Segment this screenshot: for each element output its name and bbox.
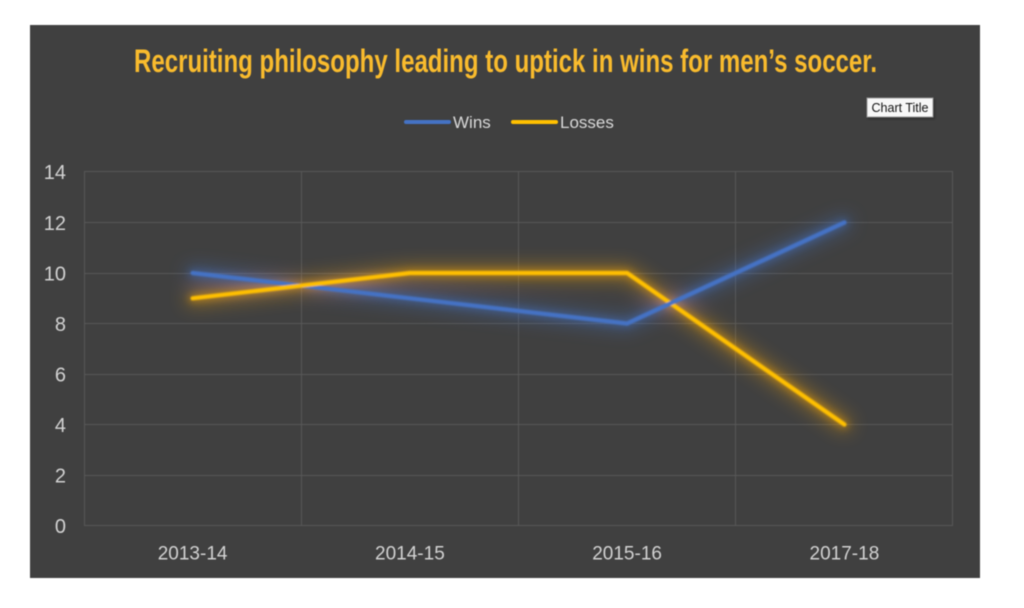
svg-text:6: 6 <box>55 364 66 386</box>
svg-text:Losses: Losses <box>560 113 614 132</box>
svg-text:10: 10 <box>44 263 66 285</box>
svg-text:2013-14: 2013-14 <box>158 544 228 565</box>
svg-text:8: 8 <box>55 314 66 336</box>
svg-text:2017-18: 2017-18 <box>810 544 880 565</box>
svg-text:Chart Title: Chart Title <box>872 101 929 115</box>
svg-text:12: 12 <box>44 213 66 235</box>
svg-text:2015-16: 2015-16 <box>592 544 662 565</box>
svg-text:4: 4 <box>55 415 66 437</box>
svg-text:Wins: Wins <box>453 113 491 132</box>
svg-text:2: 2 <box>55 465 66 487</box>
svg-text:14: 14 <box>44 162 66 184</box>
svg-text:Recruiting philosophy leading: Recruiting philosophy leading to uptick … <box>134 43 877 79</box>
svg-text:2014-15: 2014-15 <box>375 544 445 565</box>
svg-text:0: 0 <box>55 516 66 538</box>
